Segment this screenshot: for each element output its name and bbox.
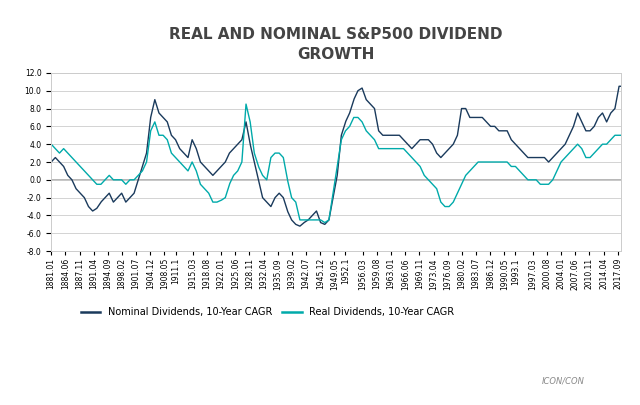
Real Dividends, 10-Year CAGR [388, 146, 396, 151]
Real Dividends, 10-Year CAGR [92, 180, 99, 185]
Nominal Dividends, 10-Year CAGR [617, 84, 625, 89]
Nominal Dividends, 10-Year CAGR [567, 129, 575, 134]
Nominal Dividends, 10-Year CAGR [92, 207, 99, 212]
Real Dividends, 10-Year CAGR [294, 209, 301, 213]
Real Dividends, 10-Year CAGR [316, 217, 323, 222]
Nominal Dividends, 10-Year CAGR [304, 218, 312, 223]
Real Dividends, 10-Year CAGR [242, 102, 250, 107]
Real Dividends, 10-Year CAGR [304, 217, 312, 222]
Nominal Dividends, 10-Year CAGR [316, 216, 323, 221]
Real Dividends, 10-Year CAGR [47, 142, 55, 147]
Nominal Dividends, 10-Year CAGR [616, 84, 623, 89]
Line: Real Dividends, 10-Year CAGR: Real Dividends, 10-Year CAGR [51, 104, 621, 223]
Nominal Dividends, 10-Year CAGR [387, 133, 395, 138]
Real Dividends, 10-Year CAGR [617, 133, 625, 138]
Line: Nominal Dividends, 10-Year CAGR: Nominal Dividends, 10-Year CAGR [51, 86, 621, 226]
Nominal Dividends, 10-Year CAGR [296, 224, 304, 228]
Real Dividends, 10-Year CAGR [568, 149, 575, 153]
Legend: Nominal Dividends, 10-Year CAGR, Real Dividends, 10-Year CAGR: Nominal Dividends, 10-Year CAGR, Real Di… [77, 303, 458, 321]
Real Dividends, 10-Year CAGR [321, 220, 328, 225]
Nominal Dividends, 10-Year CAGR [47, 160, 55, 164]
Text: ICON/CON: ICON/CON [542, 376, 584, 385]
Nominal Dividends, 10-Year CAGR [294, 223, 301, 228]
Title: REAL AND NOMINAL S&P500 DIVIDEND
GROWTH: REAL AND NOMINAL S&P500 DIVIDEND GROWTH [169, 27, 503, 62]
